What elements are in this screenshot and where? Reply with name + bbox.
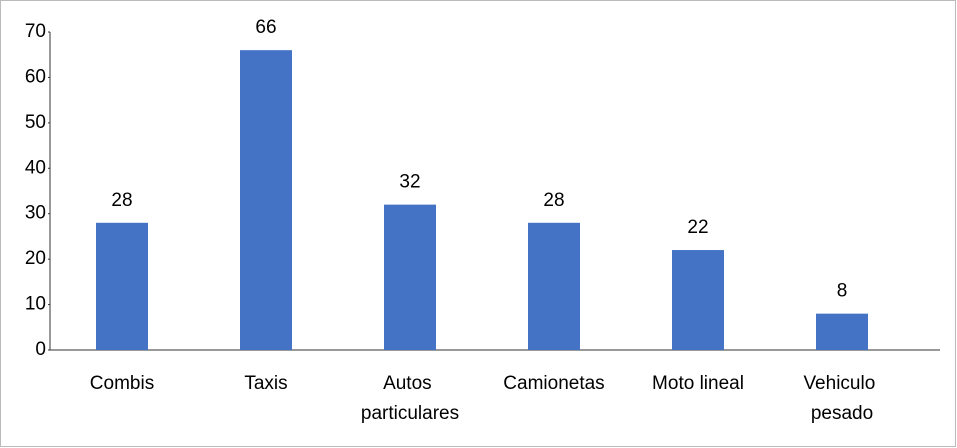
data-label: 28 — [543, 190, 564, 211]
data-label: 22 — [687, 217, 708, 238]
y-tick-label: 50 — [25, 112, 46, 133]
bar — [528, 222, 580, 350]
x-tick-label: Autos particulares — [361, 373, 459, 424]
y-tick-label: 0 — [35, 339, 46, 360]
bar — [240, 50, 292, 351]
x-tick-label: Combis — [90, 373, 154, 394]
data-label: 8 — [837, 281, 848, 302]
x-tick-label: Taxis — [244, 373, 287, 394]
data-label: 66 — [255, 17, 276, 38]
x-tick-label: Vehiculo pesado — [803, 373, 880, 424]
data-label: 32 — [399, 172, 420, 193]
y-tick-label: 20 — [25, 248, 46, 269]
y-tick-label: 70 — [25, 21, 46, 42]
bar — [672, 250, 724, 350]
y-tick-label: 40 — [25, 157, 46, 178]
x-tick-label: Moto lineal — [652, 373, 744, 394]
bar — [816, 313, 868, 350]
y-tick-label: 30 — [25, 203, 46, 224]
bar — [96, 222, 148, 350]
data-label: 28 — [111, 190, 132, 211]
y-tick-label: 60 — [25, 66, 46, 87]
x-tick-label: Camionetas — [503, 373, 604, 394]
y-tick-label: 10 — [25, 294, 46, 315]
bar — [384, 204, 436, 350]
